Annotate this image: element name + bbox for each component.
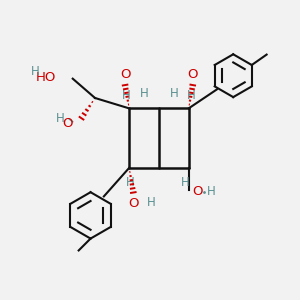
- Text: O: O: [62, 117, 73, 130]
- Text: H: H: [187, 88, 196, 101]
- Text: H: H: [169, 87, 178, 100]
- Text: H: H: [207, 185, 216, 198]
- Text: O: O: [128, 197, 139, 210]
- Text: H: H: [56, 112, 65, 125]
- Text: O: O: [120, 68, 130, 81]
- Text: O: O: [187, 68, 198, 81]
- Text: H: H: [181, 176, 190, 189]
- Text: HO: HO: [36, 71, 56, 84]
- Text: H: H: [147, 196, 156, 208]
- Text: H: H: [31, 65, 40, 78]
- Text: O: O: [192, 185, 203, 198]
- Text: H: H: [122, 88, 131, 101]
- Text: H: H: [126, 176, 135, 189]
- Text: H: H: [140, 87, 148, 100]
